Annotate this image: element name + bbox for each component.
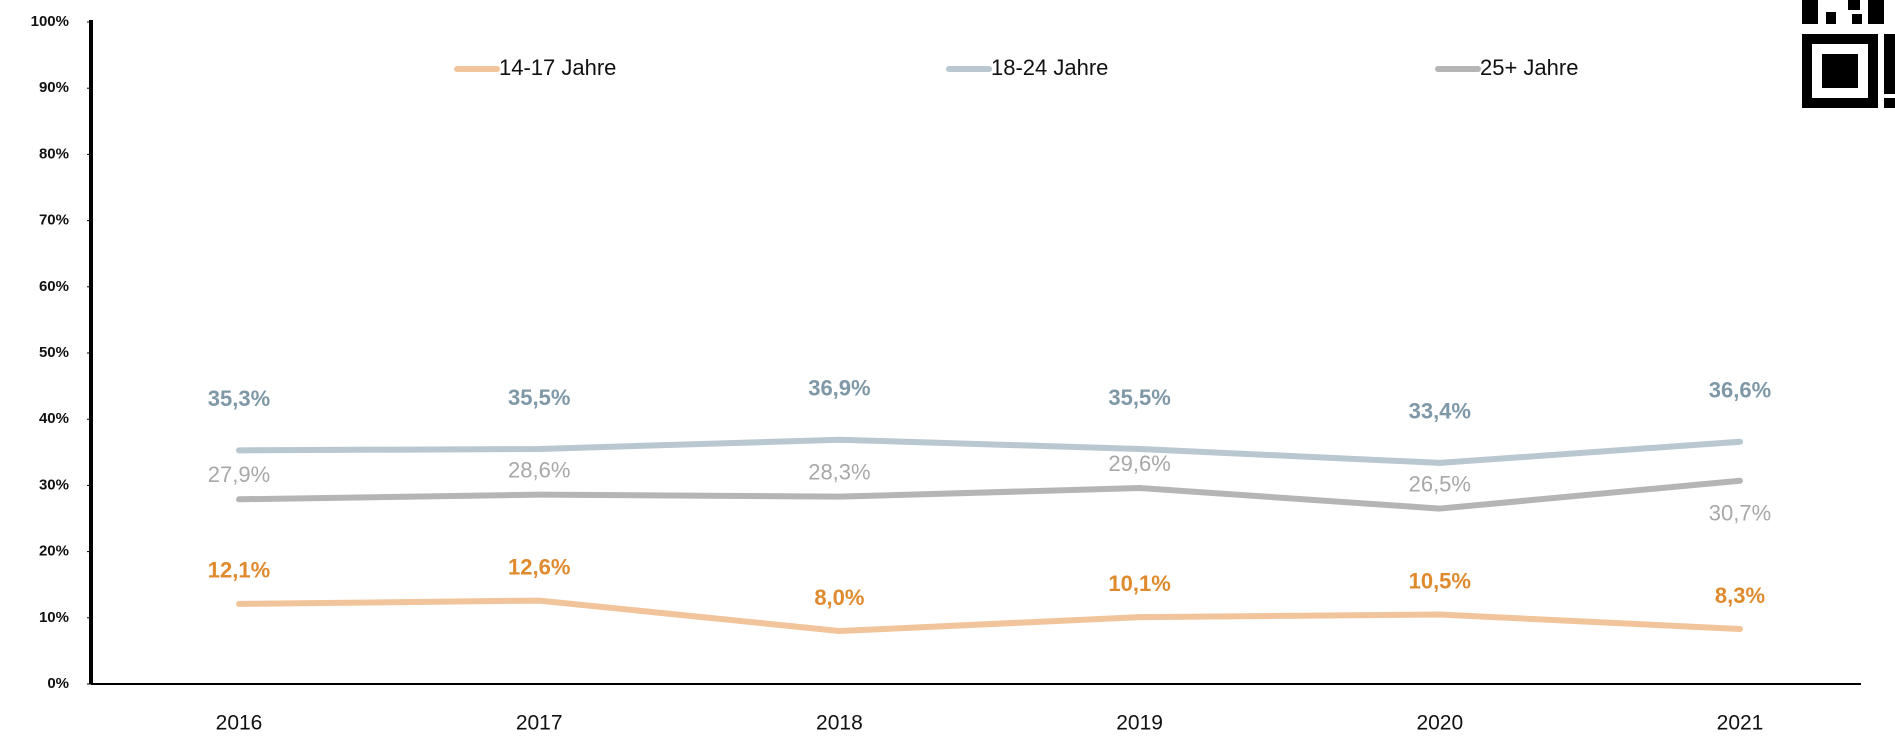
x-tick-label: 2021 — [1717, 712, 1764, 735]
data-label: 28,3% — [808, 459, 870, 484]
series-line — [236, 597, 1743, 635]
data-label: 29,6% — [1108, 451, 1170, 476]
y-tick-label: 90% — [39, 79, 69, 96]
x-tick-label: 2020 — [1416, 712, 1463, 735]
data-label: 12,6% — [508, 554, 570, 579]
data-label: 26,5% — [1409, 471, 1471, 496]
legend-label: 25+ Jahre — [1480, 55, 1578, 80]
data-label: 28,6% — [508, 457, 570, 482]
x-tick-label: 2018 — [816, 712, 863, 735]
x-tick-label: 2017 — [516, 712, 563, 735]
data-label: 36,9% — [808, 376, 870, 401]
x-tick-label: 2019 — [1116, 712, 1163, 735]
series-line — [236, 477, 1743, 512]
y-tick-label: 60% — [39, 278, 69, 295]
data-label: 36,6% — [1709, 378, 1771, 403]
y-tick-label: 0% — [47, 675, 69, 692]
data-label: 8,0% — [814, 585, 864, 610]
data-label: 33,4% — [1409, 399, 1471, 424]
data-label: 12,1% — [208, 558, 270, 583]
qr-code — [1802, 0, 1895, 108]
y-tick-label: 80% — [39, 145, 69, 162]
data-label: 35,3% — [208, 386, 270, 411]
data-label: 8,3% — [1715, 583, 1765, 608]
data-label: 30,7% — [1709, 501, 1771, 526]
y-tick-label: 40% — [39, 410, 69, 427]
x-tick-label: 2016 — [216, 712, 263, 735]
data-label: 27,9% — [208, 462, 270, 487]
data-label: 35,5% — [1108, 385, 1170, 410]
legend-label: 18-24 Jahre — [991, 55, 1108, 80]
y-tick-label: 100% — [31, 13, 69, 30]
y-tick-label: 10% — [39, 609, 69, 626]
data-label: 35,5% — [508, 385, 570, 410]
series-line — [236, 436, 1743, 466]
data-label: 10,1% — [1108, 571, 1170, 596]
y-tick-label: 70% — [39, 212, 69, 229]
y-tick-label: 30% — [39, 476, 69, 493]
y-tick-label: 20% — [39, 543, 69, 560]
legend-label: 14-17 Jahre — [499, 55, 616, 80]
y-tick-label: 50% — [39, 344, 69, 361]
data-label: 10,5% — [1409, 568, 1471, 593]
